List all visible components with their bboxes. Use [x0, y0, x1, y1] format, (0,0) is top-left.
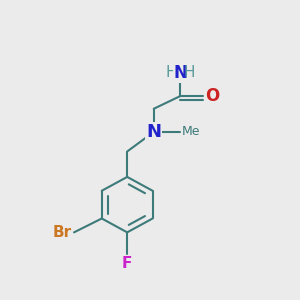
Text: Me: Me	[182, 125, 201, 138]
Text: H: H	[165, 65, 177, 80]
Text: N: N	[146, 123, 161, 141]
Text: H: H	[184, 65, 195, 80]
Text: Br: Br	[53, 225, 72, 240]
Text: N: N	[173, 64, 187, 82]
Text: O: O	[205, 87, 220, 105]
Text: F: F	[122, 256, 132, 271]
